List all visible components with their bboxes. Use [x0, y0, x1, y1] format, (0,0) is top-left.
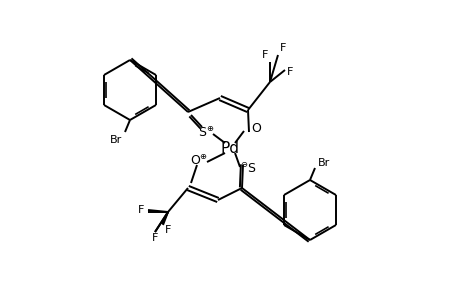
- Text: Br: Br: [317, 158, 330, 168]
- Text: F: F: [151, 233, 158, 243]
- Text: F: F: [286, 67, 292, 77]
- Text: ⊕: ⊕: [206, 124, 213, 133]
- Text: F: F: [164, 225, 171, 235]
- Text: S: S: [197, 125, 206, 139]
- Text: F: F: [261, 50, 268, 60]
- Text: ⊕: ⊕: [199, 152, 206, 160]
- Text: Pd: Pd: [220, 140, 239, 155]
- Text: O: O: [190, 154, 200, 166]
- Text: O: O: [251, 122, 260, 134]
- Text: Br: Br: [110, 135, 122, 145]
- Text: F: F: [279, 43, 285, 53]
- Text: F: F: [138, 205, 144, 215]
- Text: ⊖: ⊖: [240, 160, 247, 169]
- Text: S: S: [246, 161, 254, 175]
